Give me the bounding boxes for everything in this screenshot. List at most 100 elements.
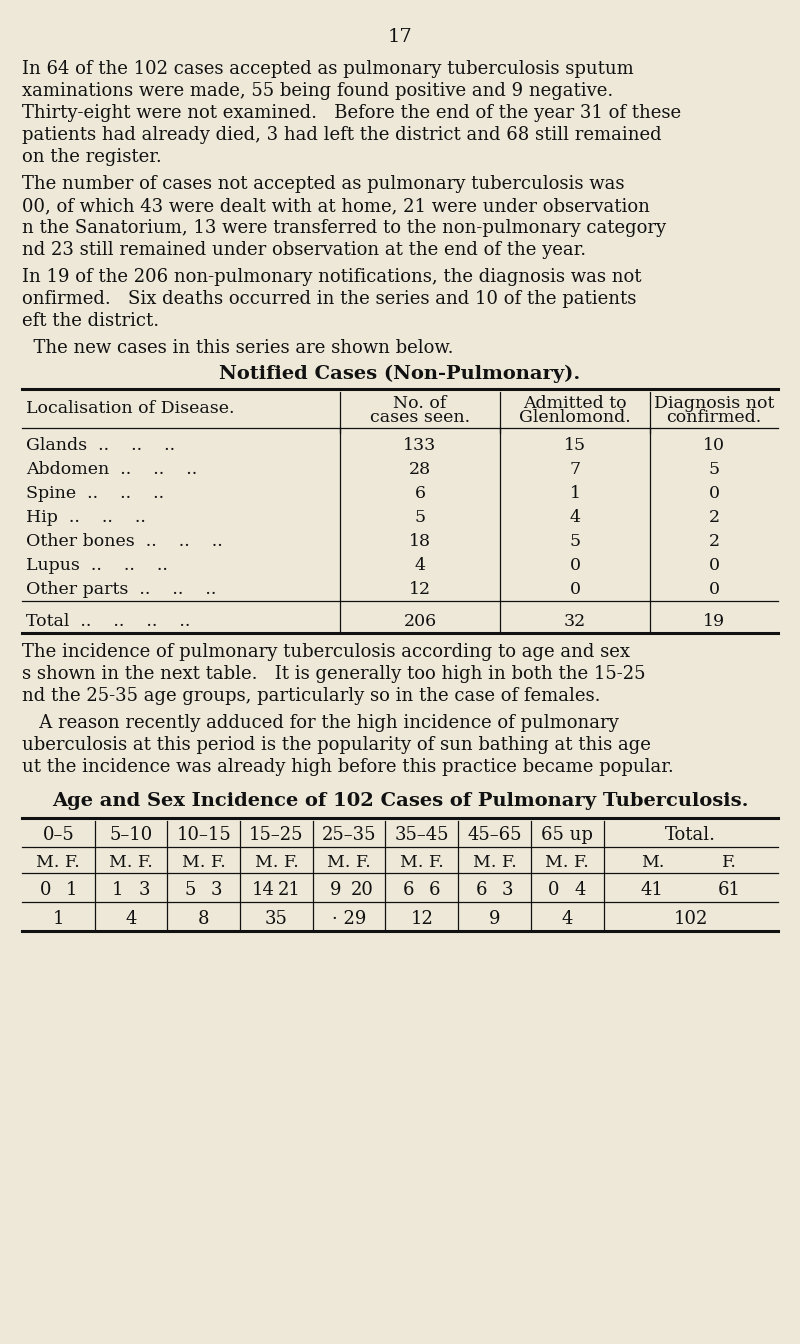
Text: 14: 14 <box>252 882 274 899</box>
Text: eft the district.: eft the district. <box>22 312 159 331</box>
Text: 4: 4 <box>126 910 137 927</box>
Text: 35–45: 35–45 <box>394 827 449 844</box>
Text: 5: 5 <box>185 882 196 899</box>
Text: 32: 32 <box>564 613 586 630</box>
Text: 7: 7 <box>570 461 581 478</box>
Text: 3: 3 <box>211 882 222 899</box>
Text: 17: 17 <box>388 28 412 46</box>
Text: 65 up: 65 up <box>542 827 593 844</box>
Text: 35: 35 <box>265 910 288 927</box>
Text: 61: 61 <box>718 882 741 899</box>
Text: In 64 of the 102 cases accepted as pulmonary tuberculosis sputum: In 64 of the 102 cases accepted as pulmo… <box>22 60 634 78</box>
Text: 6: 6 <box>403 882 414 899</box>
Text: 21: 21 <box>278 882 301 899</box>
Text: 1: 1 <box>66 882 77 899</box>
Text: Other bones  ..    ..    ..: Other bones .. .. .. <box>26 534 222 550</box>
Text: cases seen.: cases seen. <box>370 409 470 426</box>
Text: 5: 5 <box>414 509 426 526</box>
Text: 45–65: 45–65 <box>467 827 522 844</box>
Text: 10: 10 <box>703 437 725 454</box>
Text: Glands  ..    ..    ..: Glands .. .. .. <box>26 437 175 454</box>
Text: M. F.: M. F. <box>400 853 444 871</box>
Text: M.: M. <box>641 853 664 871</box>
Text: 102: 102 <box>674 910 708 927</box>
Text: Diagnosis not: Diagnosis not <box>654 395 774 413</box>
Text: M. F.: M. F. <box>37 853 80 871</box>
Text: A reason recently adduced for the high incidence of pulmonary: A reason recently adduced for the high i… <box>22 714 618 732</box>
Text: uberculosis at this period is the popularity of sun bathing at this age: uberculosis at this period is the popula… <box>22 737 651 754</box>
Text: 9: 9 <box>330 882 342 899</box>
Text: 0: 0 <box>709 556 719 574</box>
Text: 15: 15 <box>564 437 586 454</box>
Text: 28: 28 <box>409 461 431 478</box>
Text: 2: 2 <box>709 534 719 550</box>
Text: M. F.: M. F. <box>109 853 153 871</box>
Text: 0: 0 <box>548 882 560 899</box>
Text: patients had already died, 3 had left the district and 68 still remained: patients had already died, 3 had left th… <box>22 126 662 144</box>
Text: M. F.: M. F. <box>254 853 298 871</box>
Text: s shown in the next table.   It is generally too high in both the 15-25: s shown in the next table. It is general… <box>22 665 646 683</box>
Text: M. F.: M. F. <box>473 853 516 871</box>
Text: Other parts  ..    ..    ..: Other parts .. .. .. <box>26 581 216 598</box>
Text: 5: 5 <box>709 461 719 478</box>
Text: 133: 133 <box>403 437 437 454</box>
Text: 20: 20 <box>350 882 374 899</box>
Text: Spine  ..    ..    ..: Spine .. .. .. <box>26 485 164 503</box>
Text: 25–35: 25–35 <box>322 827 376 844</box>
Text: Admitted to: Admitted to <box>523 395 627 413</box>
Text: Thirty-eight were not examined.   Before the end of the year 31 of these: Thirty-eight were not examined. Before t… <box>22 103 681 122</box>
Text: F.: F. <box>722 853 737 871</box>
Text: The incidence of pulmonary tuberculosis according to age and sex: The incidence of pulmonary tuberculosis … <box>22 642 630 661</box>
Text: confirmed.: confirmed. <box>666 409 762 426</box>
Text: 0–5: 0–5 <box>42 827 74 844</box>
Text: 4: 4 <box>570 509 581 526</box>
Text: 5: 5 <box>570 534 581 550</box>
Text: 4: 4 <box>414 556 426 574</box>
Text: 3: 3 <box>138 882 150 899</box>
Text: 00, of which 43 were dealt with at home, 21 were under observation: 00, of which 43 were dealt with at home,… <box>22 198 650 215</box>
Text: Notified Cases (Non-Pulmonary).: Notified Cases (Non-Pulmonary). <box>219 366 581 383</box>
Text: 12: 12 <box>409 581 431 598</box>
Text: The number of cases not accepted as pulmonary tuberculosis was: The number of cases not accepted as pulm… <box>22 175 625 194</box>
Text: 5–10: 5–10 <box>110 827 153 844</box>
Text: 1: 1 <box>112 882 124 899</box>
Text: ut the incidence was already high before this practice became popular.: ut the incidence was already high before… <box>22 758 674 775</box>
Text: 4: 4 <box>562 910 573 927</box>
Text: 206: 206 <box>403 613 437 630</box>
Text: M. F.: M. F. <box>182 853 226 871</box>
Text: 8: 8 <box>198 910 210 927</box>
Text: Age and Sex Incidence of 102 Cases of Pulmonary Tuberculosis.: Age and Sex Incidence of 102 Cases of Pu… <box>52 792 748 810</box>
Text: Abdomen  ..    ..    ..: Abdomen .. .. .. <box>26 461 198 478</box>
Text: 18: 18 <box>409 534 431 550</box>
Text: n the Sanatorium, 13 were transferred to the non-pulmonary category: n the Sanatorium, 13 were transferred to… <box>22 219 666 237</box>
Text: 0: 0 <box>709 485 719 503</box>
Text: · 29: · 29 <box>332 910 366 927</box>
Text: 6: 6 <box>414 485 426 503</box>
Text: 4: 4 <box>574 882 586 899</box>
Text: Glenlomond.: Glenlomond. <box>519 409 631 426</box>
Text: 9: 9 <box>489 910 500 927</box>
Text: 0: 0 <box>570 556 581 574</box>
Text: nd 23 still remained under observation at the end of the year.: nd 23 still remained under observation a… <box>22 241 586 259</box>
Text: 41: 41 <box>641 882 664 899</box>
Text: 15–25: 15–25 <box>249 827 304 844</box>
Text: 6: 6 <box>476 882 487 899</box>
Text: 6: 6 <box>429 882 441 899</box>
Text: 19: 19 <box>703 613 725 630</box>
Text: 0: 0 <box>570 581 581 598</box>
Text: 12: 12 <box>410 910 434 927</box>
Text: nd the 25-35 age groups, particularly so in the case of females.: nd the 25-35 age groups, particularly so… <box>22 687 601 706</box>
Text: 10–15: 10–15 <box>176 827 231 844</box>
Text: onfirmed.   Six deaths occurred in the series and 10 of the patients: onfirmed. Six deaths occurred in the ser… <box>22 290 636 308</box>
Text: 1: 1 <box>53 910 64 927</box>
Text: Localisation of Disease.: Localisation of Disease. <box>26 401 234 417</box>
Text: 2: 2 <box>709 509 719 526</box>
Text: No. of: No. of <box>394 395 446 413</box>
Text: 3: 3 <box>502 882 514 899</box>
Text: 1: 1 <box>570 485 581 503</box>
Text: In 19 of the 206 non-pulmonary notifications, the diagnosis was not: In 19 of the 206 non-pulmonary notificat… <box>22 267 642 286</box>
Text: Lupus  ..    ..    ..: Lupus .. .. .. <box>26 556 168 574</box>
Text: Total.: Total. <box>666 827 716 844</box>
Text: The new cases in this series are shown below.: The new cases in this series are shown b… <box>22 339 454 358</box>
Text: M. F.: M. F. <box>327 853 371 871</box>
